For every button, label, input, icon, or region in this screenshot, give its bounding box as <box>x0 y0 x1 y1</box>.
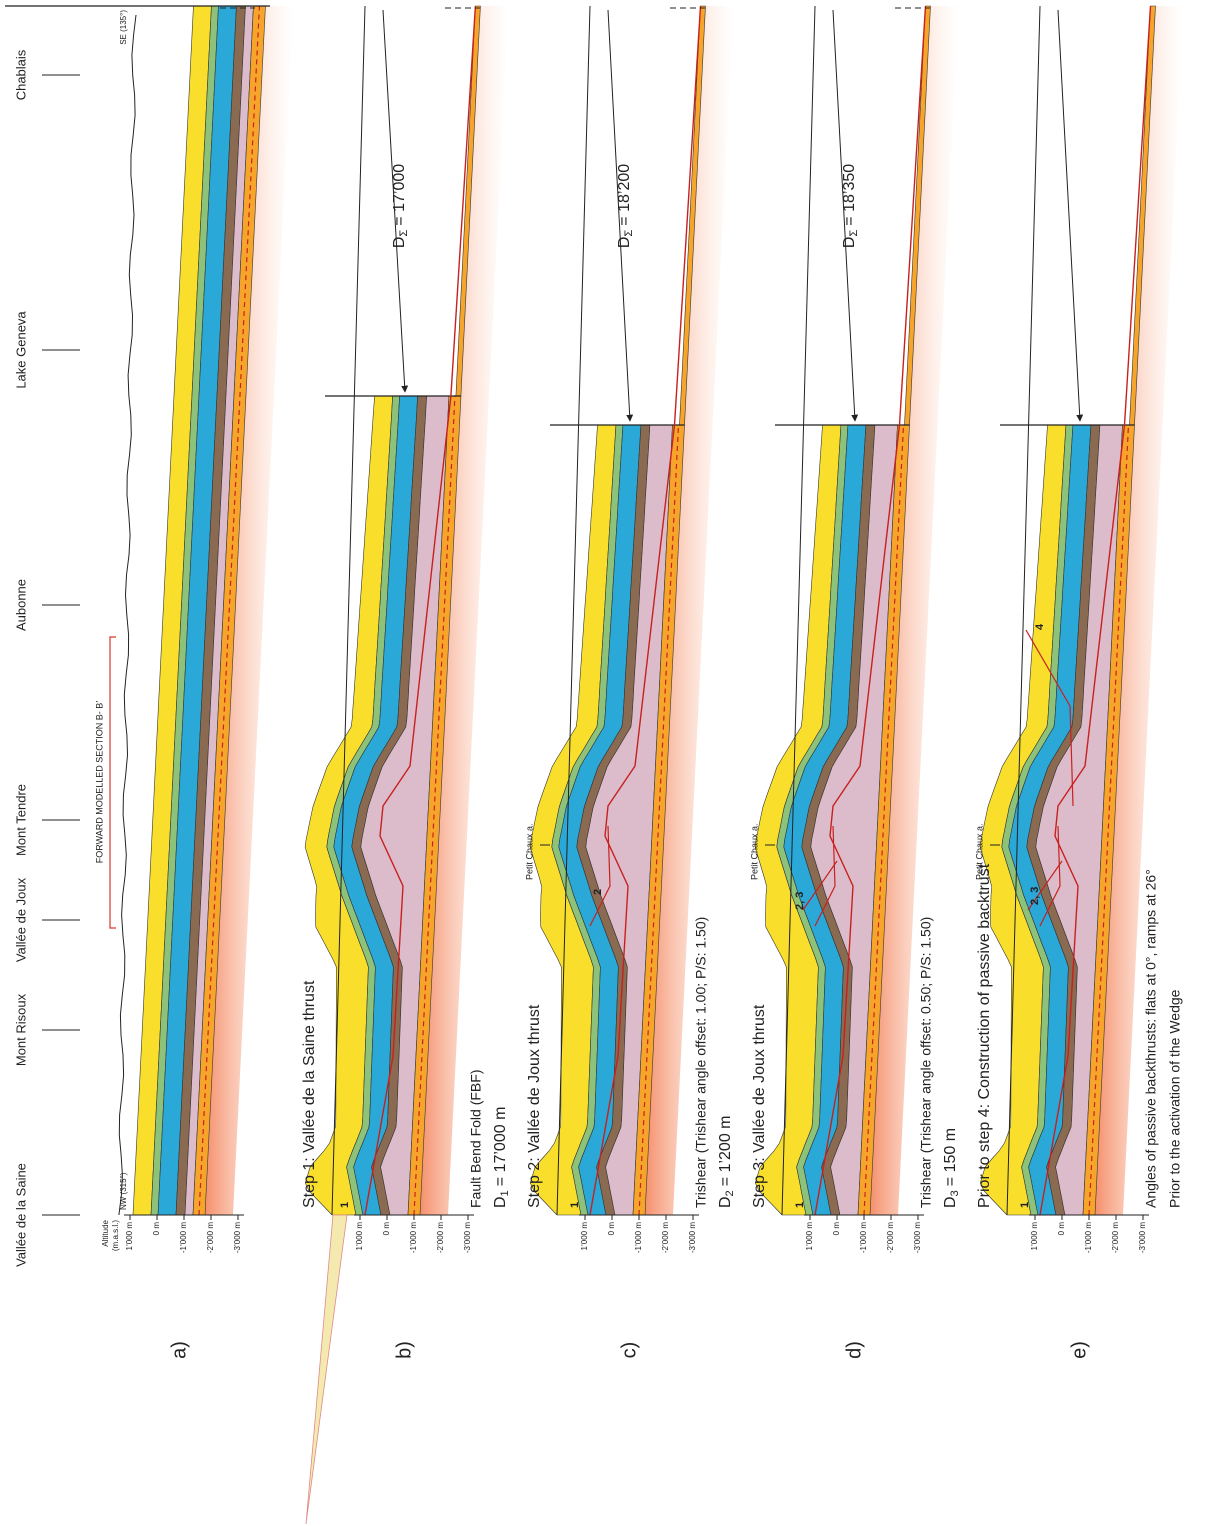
place-name: Mont Tendre <box>13 784 28 856</box>
figure: Vallée de la Saine Mont Risoux Vallée de J… <box>0 0 1208 1526</box>
place-name: Aubonne <box>13 579 28 631</box>
panel: NW (315°) SE (135°) Altitude(m.a.s.l.) 1’00… <box>5 6 293 1359</box>
subscript: Σ <box>623 230 635 237</box>
place-name: Mont Risoux <box>13 993 28 1066</box>
subscript: Σ <box>398 230 410 237</box>
axis-tick-label: -3’000 m <box>233 1222 242 1253</box>
axis-tick-label: -3’000 m <box>688 1222 697 1253</box>
method-note: Trishear (Trishear angle offset: 0.50; P… <box>918 917 934 1208</box>
place-name: Lake Geneva <box>13 311 28 389</box>
method-note: Angles of passive backthrusts: flats at … <box>1143 869 1159 1208</box>
place-name: Chablais <box>13 49 28 100</box>
place-name: Vallée de Joux <box>13 877 28 962</box>
axis-tick-label: 1’000 m <box>1030 1222 1039 1251</box>
value: = 150 m <box>942 1128 959 1186</box>
se-label: SE (135°) <box>119 10 128 45</box>
panel-label: b) <box>393 1341 415 1359</box>
axis-tick-label: -3’000 m <box>913 1222 922 1253</box>
rotated-figure: Vallée de la Saine Mont Risoux Vallée de J… <box>5 6 1184 1524</box>
thrust-marker: 2, 3 <box>794 892 806 910</box>
axis-tick-label: -2’000 m <box>886 1222 895 1253</box>
symbol: D <box>717 1196 734 1208</box>
method-note: Prior to the activation of the Wedge <box>1167 989 1183 1208</box>
subscript: Σ <box>848 230 860 237</box>
thrust-marker: 2, 3 <box>1029 887 1041 905</box>
section-bracket <box>110 637 116 928</box>
symbol: D <box>616 237 633 249</box>
axis-tick-label: -2’000 m <box>206 1222 215 1253</box>
axis-tick-label: 0 m <box>152 1222 161 1236</box>
displacement-label: D3 = 150 m <box>942 1128 961 1208</box>
site-label: Petit Chaux a. <box>974 823 984 880</box>
thrust-marker: 1 <box>339 1202 351 1208</box>
method-note: Fault Bend Fold (FBF) <box>468 1070 484 1209</box>
thrust-marker: 2 <box>592 889 604 895</box>
thrust-marker: 1 <box>1019 1202 1031 1208</box>
site-label: Petit Chaux a. <box>749 823 759 880</box>
step-title: Step 2: Vallée de Joux thrust <box>526 1004 543 1208</box>
axis-tick-label: 1’000 m <box>125 1222 134 1251</box>
axis-tick-label: -3’000 m <box>1138 1222 1147 1253</box>
subscript: 2 <box>724 1190 736 1196</box>
topography <box>119 15 136 1215</box>
panel-label: c) <box>618 1342 640 1359</box>
axis-tick-label: -1’000 m <box>179 1222 188 1253</box>
axis-tick-label: -2’000 m <box>661 1222 670 1253</box>
axis-title: Altitude <box>101 1219 110 1246</box>
panel-label: e) <box>1068 1341 1090 1359</box>
place-name: Vallée de la Saine <box>13 1163 28 1267</box>
axis-tick-label: -1’000 m <box>409 1222 418 1253</box>
step-title: Step 3: Vallée de Joux thrust <box>751 1004 768 1208</box>
axis-tick-label: 0 m <box>832 1222 841 1236</box>
axis-unit: (m.a.s.l.) <box>111 1220 120 1251</box>
panel-label: d) <box>843 1341 865 1359</box>
axis-tick-label: -2’000 m <box>436 1222 445 1253</box>
symbol: D <box>841 237 858 249</box>
value: = 1’200 m <box>717 1115 734 1186</box>
axis-tick-label: 1’000 m <box>580 1222 589 1251</box>
subscript: 3 <box>949 1190 961 1196</box>
axis-tick-label: -1’000 m <box>859 1222 868 1253</box>
displacement-label: DΣ = 18’200 <box>616 164 635 248</box>
nw-label: NW (315°) <box>119 1172 128 1210</box>
value: = 18’350 <box>841 164 858 226</box>
symbol: D <box>492 1196 509 1208</box>
value: = 17’000 <box>391 164 408 226</box>
thrust-marker: 4 <box>1034 623 1046 630</box>
axis-tick-label: 1’000 m <box>805 1222 814 1251</box>
axis-tick-label: 1’000 m <box>355 1222 364 1251</box>
site-label: Petit Chaux a. <box>524 823 534 880</box>
thrust-sheet-wedge <box>306 1215 347 1524</box>
displacement-label: D2 = 1’200 m <box>717 1115 736 1208</box>
axis-tick-label: 0 m <box>607 1222 616 1236</box>
thrust-marker: 1 <box>794 1202 806 1208</box>
step-title: Step 1: Vallée de la Saine thrust <box>301 980 318 1208</box>
axis-tick-label: -3’000 m <box>463 1222 472 1253</box>
axis-tick-label: 0 m <box>382 1222 391 1236</box>
value: = 17’000 m <box>492 1107 509 1187</box>
symbol: D <box>942 1196 959 1208</box>
axis-tick-label: -1’000 m <box>1084 1222 1093 1253</box>
axis-tick-label: -1’000 m <box>634 1222 643 1253</box>
symbol: D <box>391 237 408 249</box>
displacement-label: D1 = 17’000 m <box>492 1107 511 1208</box>
step-title: Prior to step 4: Construction of passive… <box>976 863 993 1208</box>
displacement-arrow <box>1058 10 1080 421</box>
axis-tick-label: -2’000 m <box>1111 1222 1120 1253</box>
panel-label: a) <box>168 1341 190 1359</box>
method-note: Trishear (Trishear angle offset: 1.00; P… <box>693 917 709 1208</box>
subscript: 1 <box>499 1190 511 1196</box>
thrust-marker: 1 <box>569 1202 581 1208</box>
section-label: FORWARD MODELLED SECTION B- B’ <box>94 701 104 864</box>
axis-tick-label: 0 m <box>1057 1222 1066 1236</box>
value: = 18’200 <box>616 164 633 226</box>
displacement-label: DΣ = 18’350 <box>841 164 860 248</box>
displacement-label: DΣ = 17’000 <box>391 164 410 248</box>
